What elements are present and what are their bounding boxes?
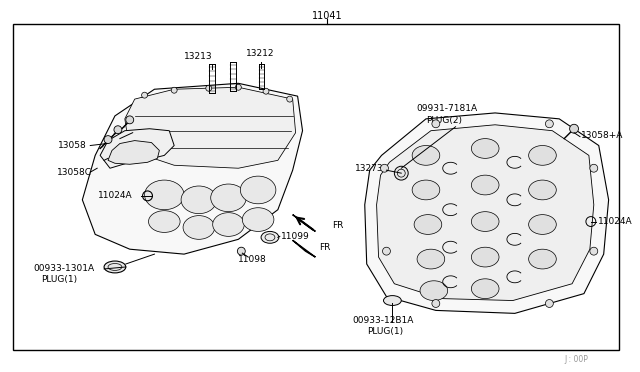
Text: 13212: 13212 xyxy=(246,49,275,58)
Ellipse shape xyxy=(412,145,440,165)
Ellipse shape xyxy=(104,261,126,273)
Text: 13058C: 13058C xyxy=(110,154,145,163)
Ellipse shape xyxy=(241,176,276,204)
Circle shape xyxy=(126,116,134,124)
Text: 13058: 13058 xyxy=(58,141,86,150)
Circle shape xyxy=(590,247,598,255)
Text: 13273: 13273 xyxy=(355,164,383,173)
Ellipse shape xyxy=(412,180,440,200)
Circle shape xyxy=(590,164,598,172)
Ellipse shape xyxy=(414,215,442,234)
Text: 13213: 13213 xyxy=(184,52,212,61)
Polygon shape xyxy=(100,129,174,168)
Text: 13058+A: 13058+A xyxy=(581,131,623,140)
Text: 00933-1301A: 00933-1301A xyxy=(33,264,94,273)
Text: 11024A: 11024A xyxy=(598,217,632,226)
Ellipse shape xyxy=(420,281,448,301)
Ellipse shape xyxy=(183,216,214,239)
Ellipse shape xyxy=(212,213,244,236)
Circle shape xyxy=(263,88,269,94)
Ellipse shape xyxy=(529,215,556,234)
Ellipse shape xyxy=(472,279,499,299)
Polygon shape xyxy=(83,83,303,254)
Circle shape xyxy=(545,299,554,307)
Circle shape xyxy=(236,84,241,90)
Text: FR: FR xyxy=(332,221,344,230)
Polygon shape xyxy=(365,113,609,313)
Circle shape xyxy=(570,124,579,133)
Ellipse shape xyxy=(472,247,499,267)
Ellipse shape xyxy=(529,145,556,165)
Ellipse shape xyxy=(243,208,274,231)
Text: 09931-7181A: 09931-7181A xyxy=(416,105,477,113)
Text: PLUG(1): PLUG(1) xyxy=(41,275,77,284)
Polygon shape xyxy=(125,87,296,168)
Text: 11099: 11099 xyxy=(281,232,310,241)
Ellipse shape xyxy=(148,211,180,232)
Text: FR: FR xyxy=(319,243,331,252)
Ellipse shape xyxy=(417,249,445,269)
Text: 13058+B: 13058+B xyxy=(134,126,176,135)
Text: 00933-12B1A: 00933-12B1A xyxy=(352,316,413,325)
Circle shape xyxy=(206,85,212,91)
Text: J : 00P: J : 00P xyxy=(564,355,588,364)
Text: PLUG(1): PLUG(1) xyxy=(367,327,403,336)
Text: 11041: 11041 xyxy=(312,11,342,21)
Circle shape xyxy=(114,126,122,134)
Circle shape xyxy=(383,247,390,255)
Ellipse shape xyxy=(472,212,499,231)
Ellipse shape xyxy=(472,175,499,195)
Bar xyxy=(13,24,620,350)
Ellipse shape xyxy=(261,231,279,243)
Text: 11098: 11098 xyxy=(238,254,267,264)
Ellipse shape xyxy=(472,139,499,158)
Circle shape xyxy=(237,247,245,255)
Circle shape xyxy=(287,96,292,102)
Ellipse shape xyxy=(383,296,401,305)
Ellipse shape xyxy=(529,180,556,200)
Polygon shape xyxy=(108,141,159,164)
Ellipse shape xyxy=(181,186,216,214)
Text: 11024A: 11024A xyxy=(98,191,132,201)
Polygon shape xyxy=(292,215,316,231)
Circle shape xyxy=(172,87,177,93)
Circle shape xyxy=(432,299,440,307)
Ellipse shape xyxy=(529,249,556,269)
Circle shape xyxy=(394,166,408,180)
Circle shape xyxy=(432,120,440,128)
Circle shape xyxy=(545,120,554,128)
Circle shape xyxy=(381,164,388,172)
Ellipse shape xyxy=(145,180,184,210)
Circle shape xyxy=(104,136,112,144)
Ellipse shape xyxy=(211,184,246,212)
Circle shape xyxy=(141,92,147,98)
Polygon shape xyxy=(376,125,594,301)
Polygon shape xyxy=(292,240,316,257)
Text: PLUG(2): PLUG(2) xyxy=(426,116,462,125)
Text: 13058C: 13058C xyxy=(57,168,92,177)
